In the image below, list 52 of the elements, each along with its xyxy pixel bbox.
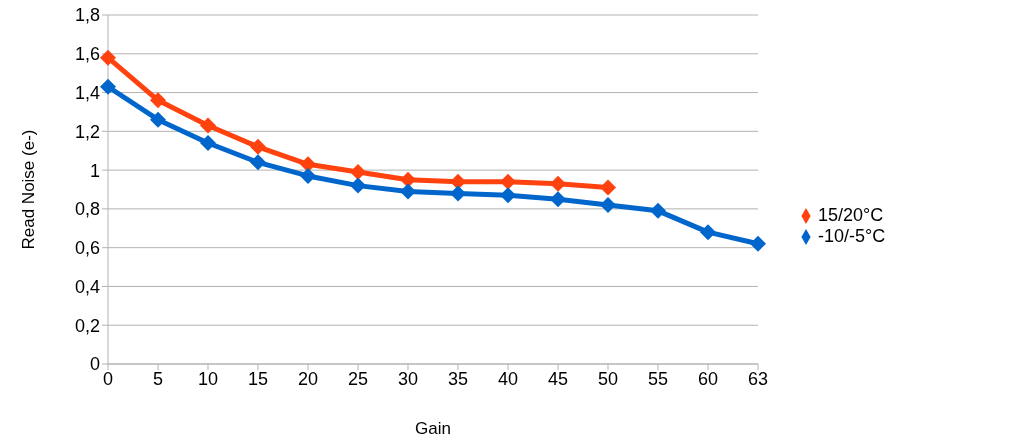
point [350, 164, 366, 181]
point [550, 175, 566, 192]
point [300, 167, 316, 184]
x-tick-label: 45 [547, 368, 569, 389]
x-tick-label: 35 [447, 368, 469, 389]
point [500, 173, 516, 190]
y-tick-label: 1,8 [74, 5, 100, 26]
point [450, 185, 466, 202]
legend-label: -10/-5°C [818, 226, 886, 246]
point [100, 78, 116, 95]
x-axis-title: Gain [415, 419, 451, 438]
point [200, 117, 216, 134]
point [250, 138, 266, 155]
y-axis-title: Read Noise (e-) [19, 129, 39, 250]
point [400, 171, 416, 188]
y-tick-label: 1,4 [74, 82, 100, 103]
y-tick-label: 1 [89, 160, 100, 181]
point [150, 92, 166, 109]
x-tick-label: 55 [647, 368, 669, 389]
y-tick-label: 0,6 [74, 238, 100, 259]
point [600, 179, 616, 196]
point [250, 154, 266, 171]
x-tick-label: 10 [197, 368, 219, 389]
y-tick-label: 0 [89, 354, 100, 375]
x-tick-label: 25 [347, 368, 369, 389]
y-tick-label: 1,2 [74, 121, 100, 142]
x-tick-label: 63 [747, 368, 769, 389]
point [500, 187, 516, 204]
x-tick-label: 50 [597, 368, 619, 389]
point [550, 191, 566, 208]
y-tick-label: 0,2 [74, 315, 100, 336]
legend-label: 15/20°C [818, 205, 884, 225]
x-tick-label: 60 [697, 368, 719, 389]
point [450, 173, 466, 190]
point [700, 224, 716, 241]
y-tick-label: 0,4 [74, 276, 100, 297]
point [200, 134, 216, 151]
point [350, 177, 366, 194]
point [100, 49, 116, 66]
x-tick-label: 5 [152, 368, 164, 389]
x-tick-label: 20 [297, 368, 319, 389]
point [150, 111, 166, 128]
y-tick-label: 1,6 [74, 44, 100, 65]
x-tick-label: 0 [102, 368, 114, 389]
point [750, 235, 766, 252]
point [650, 202, 666, 219]
y-tick-label: 0,8 [74, 199, 100, 220]
x-tick-label: 15 [247, 368, 269, 389]
x-tick-label: 30 [397, 368, 419, 389]
point [600, 197, 616, 214]
point [400, 183, 416, 200]
x-tick-label: 40 [497, 368, 519, 389]
